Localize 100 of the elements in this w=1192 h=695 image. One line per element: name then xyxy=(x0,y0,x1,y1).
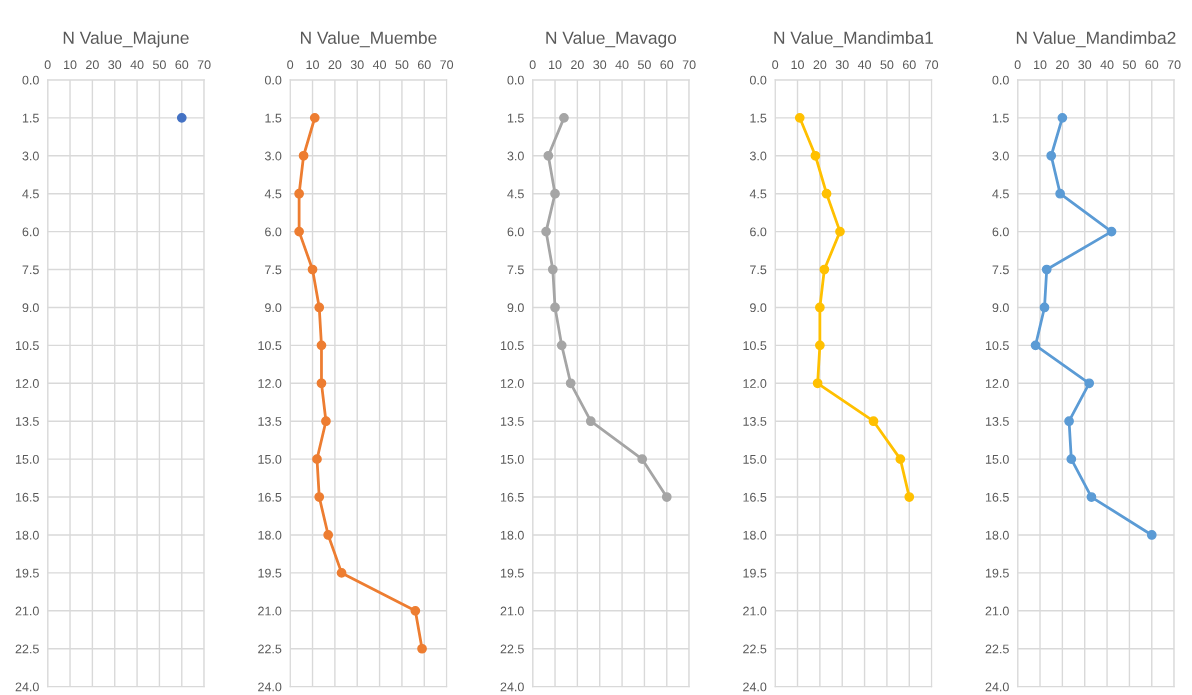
y-tick-label: 19.5 xyxy=(743,568,767,578)
y-tick-label: 3.0 xyxy=(507,151,524,161)
y-tick-label: 10.5 xyxy=(985,341,1009,351)
x-tick-label: 10 xyxy=(549,60,562,70)
point xyxy=(556,340,567,351)
point xyxy=(1057,112,1068,123)
point xyxy=(835,226,845,237)
y-tick-label: 3.0 xyxy=(992,151,1009,161)
y-tick-label: 3.0 xyxy=(264,151,282,161)
y-tick-label: 12.0 xyxy=(15,379,39,388)
point xyxy=(298,150,309,161)
point xyxy=(794,112,805,123)
point xyxy=(550,302,560,313)
point xyxy=(312,454,322,464)
y-tick-label: 22.5 xyxy=(258,644,282,654)
chart-title: N Value_Mandimba1 xyxy=(774,31,933,48)
x-tick-label: 70 xyxy=(925,60,939,70)
y-tick-label: 15.0 xyxy=(258,454,282,464)
x-tick-label: 70 xyxy=(1167,60,1181,70)
y-tick-label: 6.0 xyxy=(265,227,282,237)
x-tick-label: 40 xyxy=(372,60,387,70)
x-tick-label: 60 xyxy=(660,60,674,70)
point xyxy=(316,378,327,389)
y-tick-label: 22.5 xyxy=(500,644,524,654)
chart-title: N Value_Mandimba2 xyxy=(1016,31,1176,48)
point xyxy=(868,416,879,427)
y-tick-label: 10.5 xyxy=(743,341,767,351)
y-tick-label: 10.5 xyxy=(15,341,39,351)
point xyxy=(810,150,821,161)
y-tick-label: 24.0 xyxy=(743,682,767,692)
y-tick-label: 6.0 xyxy=(22,227,39,237)
y-tick-label: 1.5 xyxy=(22,113,39,123)
x-tick-label: 60 xyxy=(175,60,189,70)
point xyxy=(565,378,576,389)
y-tick-label: 3.0 xyxy=(22,151,39,161)
y-tick-label: 7.5 xyxy=(22,265,39,275)
x-tick-label: 30 xyxy=(1078,60,1092,70)
y-tick-label: 9.0 xyxy=(750,303,767,313)
x-tick-label: 20 xyxy=(328,60,342,70)
y-tick-label: 9.0 xyxy=(992,303,1009,313)
y-tick-label: 16.5 xyxy=(500,492,524,502)
x-tick-label: 10 xyxy=(1034,60,1047,70)
y-tick-label: 12.0 xyxy=(985,379,1009,388)
point xyxy=(819,264,830,275)
y-tick-label: 13.5 xyxy=(15,417,39,426)
point xyxy=(821,188,832,199)
y-tick-label: 21.0 xyxy=(743,606,767,616)
x-tick-label: 10 xyxy=(64,60,77,70)
chart-title: N Value_Mavago xyxy=(546,31,677,48)
y-tick-label: 10.5 xyxy=(258,341,282,351)
y-tick-label: 7.5 xyxy=(750,265,767,275)
point xyxy=(410,605,421,616)
point xyxy=(1086,492,1097,502)
chart-title: N Value_Majune xyxy=(63,31,189,48)
y-tick-label: 13.5 xyxy=(743,417,767,426)
y-tick-label: 4.5 xyxy=(749,189,767,199)
y-tick-label: 7.5 xyxy=(265,265,282,275)
y-tick-label: 18.0 xyxy=(985,530,1009,540)
y-tick-label: 0.0 xyxy=(507,75,524,85)
x-tick-label: 10 xyxy=(791,60,804,70)
x-tick-label: 0 xyxy=(44,60,51,70)
x-tick-label: 70 xyxy=(197,60,211,70)
y-tick-label: 15.0 xyxy=(743,454,767,464)
x-tick-label: 60 xyxy=(417,60,431,70)
x-tick-label: 20 xyxy=(1056,60,1069,70)
y-tick-label: 13.5 xyxy=(500,417,524,426)
y-tick-label: 9.0 xyxy=(507,303,524,313)
x-tick-label: 50 xyxy=(1122,60,1136,70)
x-tick-label: 70 xyxy=(440,60,454,70)
point xyxy=(543,150,554,161)
y-tick-label: 16.5 xyxy=(258,492,282,502)
point xyxy=(294,226,304,237)
point xyxy=(812,378,823,389)
x-tick-label: 50 xyxy=(880,60,894,70)
y-tick-label: 0.0 xyxy=(992,75,1009,85)
y-tick-label: 21.0 xyxy=(15,606,39,616)
x-tick-label: 0 xyxy=(772,60,779,70)
point xyxy=(307,264,318,275)
x-tick-label: 20 xyxy=(571,60,584,70)
y-tick-label: 12.0 xyxy=(258,379,282,388)
point xyxy=(1055,188,1065,199)
point xyxy=(550,188,560,199)
x-tick-label: 30 xyxy=(593,60,607,70)
point xyxy=(1039,302,1050,313)
y-tick-label: 6.0 xyxy=(750,227,767,237)
x-tick-label: 0 xyxy=(287,60,294,70)
x-tick-label: 50 xyxy=(395,60,409,70)
point xyxy=(1046,150,1057,161)
point xyxy=(661,492,672,502)
y-tick-label: 18.0 xyxy=(15,530,39,540)
y-tick-label: 24.0 xyxy=(985,682,1009,692)
y-tick-label: 19.5 xyxy=(500,568,524,578)
y-tick-label: 1.5 xyxy=(507,113,524,123)
point xyxy=(1106,226,1117,237)
point xyxy=(1041,264,1052,275)
y-tick-label: 4.5 xyxy=(992,189,1009,199)
point xyxy=(417,643,427,654)
x-tick-label: 30 xyxy=(350,60,364,70)
y-tick-label: 1.5 xyxy=(750,113,767,123)
y-tick-label: 12.0 xyxy=(500,379,524,388)
